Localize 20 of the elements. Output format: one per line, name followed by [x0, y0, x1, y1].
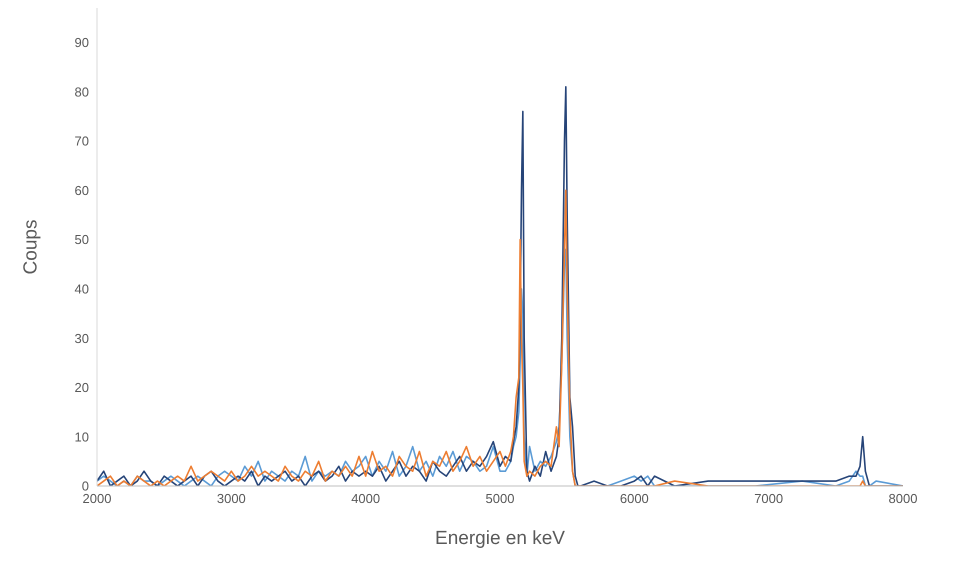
y-tick-label: 30 [74, 330, 89, 346]
x-tick-label: 4000 [351, 491, 380, 506]
y-tick-label: 50 [74, 232, 89, 248]
x-axis-title: Energie en keV [435, 528, 566, 549]
x-tick-label: 6000 [620, 491, 649, 506]
y-tick-label: 20 [74, 380, 89, 396]
x-tick-label: 7000 [754, 491, 784, 506]
y-tick-label: 70 [74, 134, 89, 149]
x-tick-label: 5000 [486, 491, 514, 506]
y-tick-label: 0 [82, 478, 89, 494]
line-series [97, 190, 903, 486]
x-tick-label: 8000 [888, 491, 918, 506]
y-axis-title: Coups [20, 220, 42, 274]
y-tick-label: 90 [74, 35, 89, 50]
x-tick-label: 2000 [82, 491, 112, 506]
y-tick-label: 40 [74, 282, 89, 296]
y-tick-label: 80 [74, 84, 89, 100]
x-tick-label: 3000 [216, 491, 246, 506]
y-tick-label: 60 [74, 182, 89, 198]
y-tick-label: 10 [74, 429, 89, 444]
